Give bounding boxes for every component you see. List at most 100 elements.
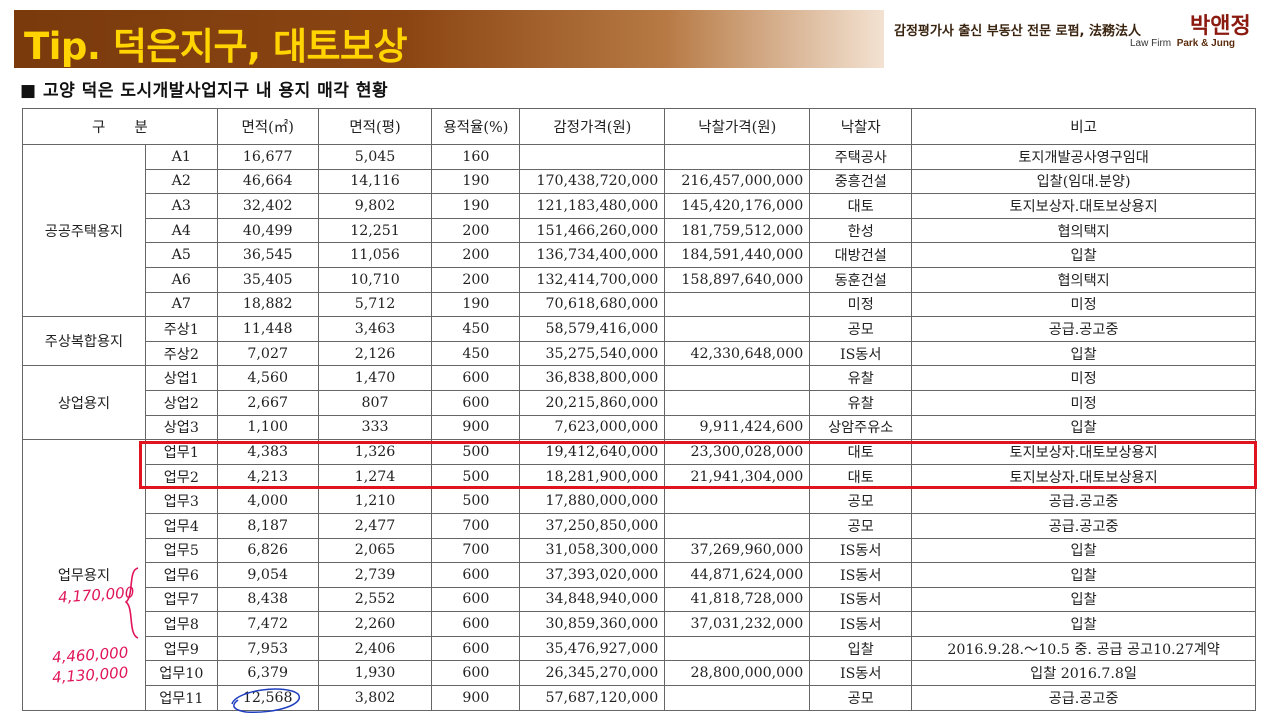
cell-appraisal-price: 35,476,927,000	[519, 635, 666, 662]
cell-lot-id: 업무6	[144, 562, 218, 588]
cell-winner: 대토	[809, 193, 913, 219]
cell-far: 200	[431, 242, 521, 268]
land-sale-table: 구 분 면적(㎡) 면적(평) 용적율(%) 감정가격(원) 낙찰가격(원) 낙…	[22, 108, 1256, 711]
cell-remarks: 협의택지	[911, 266, 1256, 293]
cell-far: 700	[431, 512, 521, 539]
cell-remarks: 입찰	[911, 340, 1256, 367]
cell-area-pyeong: 2,260	[317, 611, 433, 637]
cell-area-sqm: 9,054	[216, 562, 319, 588]
header-area-pyeong: 면적(평)	[317, 108, 433, 145]
cell-area-sqm: 2,667	[216, 389, 319, 416]
cell-far: 600	[431, 586, 521, 613]
table-row: 업무4 8,187 2,477 700 37,250,850,000 공모 공급.공고중	[23, 512, 1256, 539]
header-category: 구 분	[22, 108, 218, 145]
table-row: A7 18,882 5,712 190 70,618,680,000 미정 미정	[23, 291, 1256, 318]
cell-lot-id: A6	[144, 266, 218, 293]
cell-appraisal-price: 132,414,700,000	[519, 266, 666, 293]
cell-area-pyeong: 12,251	[317, 217, 433, 244]
cell-area-sqm: 4,560	[216, 365, 319, 391]
cell-winning-price	[664, 488, 811, 514]
cell-far: 500	[431, 439, 521, 465]
cell-appraisal-price: 20,215,860,000	[519, 389, 666, 416]
cell-area-sqm: 7,027	[216, 340, 319, 367]
cell-winning-price	[664, 316, 811, 342]
cell-remarks: 미정	[911, 365, 1256, 391]
cell-remarks: 공급.공고중	[911, 512, 1256, 539]
cell-remarks: 입찰(임대.분양)	[911, 168, 1256, 195]
cell-appraisal-price: 57,687,120,000	[519, 685, 666, 711]
table-row: 업무11 12,568 3,802 900 57,687,120,000 공모 공급.공고중	[23, 685, 1256, 711]
cell-area-sqm: 1,100	[216, 414, 319, 441]
cell-winning-price: 28,800,000,000	[664, 660, 811, 687]
cell-area-sqm: 32,402	[216, 193, 319, 219]
cell-remarks: 2016.9.28.～10.5 중. 공급 공고10.27계약	[911, 635, 1256, 662]
cell-winning-price: 37,269,960,000	[664, 537, 811, 564]
cell-winner: 대토	[809, 463, 913, 490]
cell-appraisal-price: 17,880,000,000	[519, 488, 666, 514]
cell-lot-id: 업무2	[144, 463, 218, 490]
cell-remarks: 토지보상자.대토보상용지	[911, 439, 1256, 465]
handwritten-brace	[124, 567, 139, 639]
cell-far: 600	[431, 389, 521, 416]
cell-winner: 중흥건설	[809, 168, 913, 195]
table-row: 업무3 4,000 1,210 500 17,880,000,000 공모 공급.공고중	[23, 488, 1256, 514]
cell-lot-id: 주상2	[144, 340, 218, 367]
cell-area-sqm: 8,187	[216, 512, 319, 539]
group-label: 공공주택용지	[22, 143, 146, 318]
table-row: A4 40,499 12,251 200 151,466,260,000 181,759,…	[23, 217, 1256, 244]
cell-winning-price: 37,031,232,000	[664, 611, 811, 637]
cell-appraisal-price: 121,183,480,000	[519, 193, 666, 219]
cell-area-sqm: 36,545	[216, 242, 319, 268]
cell-remarks: 입찰	[911, 611, 1256, 637]
cell-area-sqm: 18,882	[216, 291, 319, 318]
cell-winning-price	[664, 389, 811, 416]
cell-far: 500	[431, 488, 521, 514]
cell-winner: 공모	[809, 512, 913, 539]
cell-appraisal-price: 37,393,020,000	[519, 562, 666, 588]
cell-lot-id: 업무9	[144, 635, 218, 662]
cell-appraisal-price: 19,412,640,000	[519, 439, 666, 465]
cell-winning-price: 181,759,512,000	[664, 217, 811, 244]
cell-remarks: 토지보상자.대토보상용지	[911, 193, 1256, 219]
table-row: 상업용지 상업1 4,560 1,470 600 36,838,800,000 유찰 미정	[22, 365, 1256, 441]
cell-far: 600	[431, 365, 521, 391]
cell-lot-id: A7	[144, 291, 218, 318]
cell-area-sqm: 4,383	[216, 439, 319, 465]
cell-area-sqm: 40,499	[216, 217, 319, 244]
cell-area-pyeong: 5,712	[317, 291, 433, 318]
cell-far: 700	[431, 537, 521, 564]
cell-area-pyeong: 1,326	[317, 439, 433, 465]
cell-remarks: 공급.공고중	[911, 316, 1256, 342]
cell-winner: 한성	[809, 217, 913, 244]
cell-far: 190	[431, 193, 521, 219]
cell-winning-price: 184,591,440,000	[664, 242, 811, 268]
slide-title: Tip. 덕은지구, 대토보상	[24, 25, 408, 68]
cell-area-pyeong: 10,710	[317, 266, 433, 293]
cell-winner: IS동서	[809, 611, 913, 637]
cell-appraisal-price: 34,848,940,000	[519, 586, 666, 613]
cell-area-pyeong: 9,802	[317, 193, 433, 219]
cell-appraisal-price: 151,466,260,000	[519, 217, 666, 244]
cell-appraisal-price	[519, 144, 666, 170]
cell-winning-price: 9,911,424,600	[664, 414, 811, 441]
cell-winning-price	[664, 635, 811, 662]
cell-far: 200	[431, 266, 521, 293]
cell-appraisal-price: 58,579,416,000	[519, 316, 666, 342]
table-row: 업무8 7,472 2,260 600 30,859,360,000 37,031,232…	[23, 611, 1256, 637]
cell-appraisal-price: 30,859,360,000	[519, 611, 666, 637]
cell-lot-id: 주상1	[144, 316, 218, 342]
table-row: 업무10 6,379 1,930 600 26,345,270,000 28,800,00…	[23, 660, 1256, 687]
cell-area-pyeong: 3,802	[317, 685, 433, 711]
table-row: 업무용지 업무1 4,383 1,326 500 19,412,640,000 23,300…	[22, 439, 1256, 711]
cell-winner: IS동서	[809, 562, 913, 588]
cell-lot-id: 업무1	[144, 439, 218, 465]
cell-appraisal-price: 36,838,800,000	[519, 365, 666, 391]
cell-far: 600	[431, 635, 521, 662]
cell-far: 500	[431, 463, 521, 490]
cell-area-sqm: 12,568	[216, 685, 319, 711]
cell-lot-id: 업무4	[144, 512, 218, 539]
cell-area-pyeong: 1,210	[317, 488, 433, 514]
group-label: 주상복합용지	[22, 316, 146, 367]
cell-area-pyeong: 1,470	[317, 365, 433, 391]
cell-appraisal-price: 7,623,000,000	[519, 414, 666, 441]
